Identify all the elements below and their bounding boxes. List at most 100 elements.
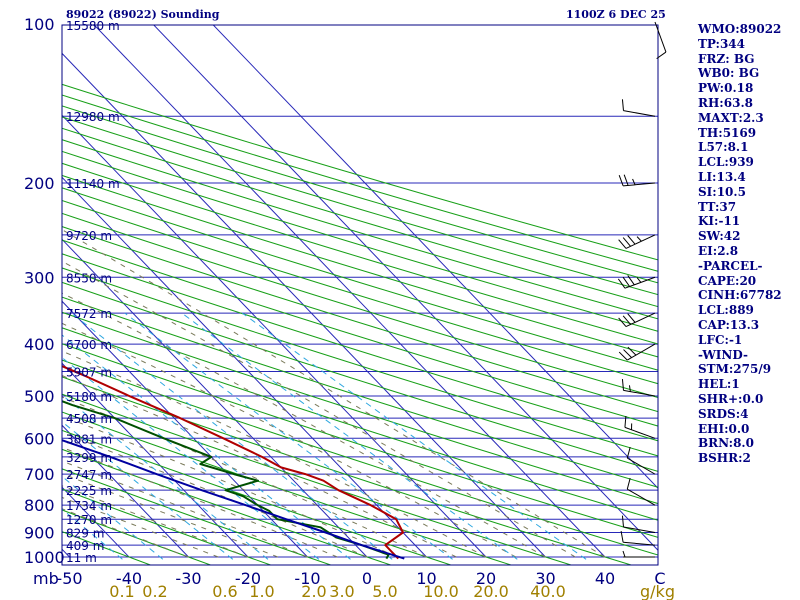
height-label: 9720 m	[66, 229, 112, 243]
wind-barb-flag	[621, 99, 624, 111]
dry-adiabat-line	[62, 429, 451, 565]
isotherm-line	[62, 114, 487, 558]
wind-barb-flag	[618, 317, 627, 327]
index-item: EHI:0.0	[698, 421, 750, 436]
dry-adiabat-line	[62, 127, 658, 308]
dry-adiabat-line	[62, 376, 632, 565]
pressure-tick-label: 800	[24, 496, 55, 515]
wind-barb	[617, 275, 656, 289]
wind-barb-flag	[622, 237, 631, 247]
height-label: 2747 m	[66, 468, 112, 482]
wind-barb-staff	[627, 343, 656, 361]
wind-barb-half-flag	[636, 277, 642, 283]
wind-barb	[621, 378, 656, 397]
temperature-tick-label: 0	[362, 569, 372, 588]
height-label: 6700 m	[66, 338, 112, 352]
temperature-tick-label: -20	[235, 569, 261, 588]
wind-barb-flag	[627, 346, 637, 356]
wind-barb	[618, 312, 656, 328]
index-item: TT:37	[698, 199, 737, 214]
wind-barb-staff	[623, 389, 656, 397]
plot-area	[62, 25, 658, 565]
dry-adiabat-line	[62, 393, 572, 565]
temperature-tick-label: 20	[476, 569, 496, 588]
index-item: SI:10.5	[698, 184, 746, 199]
dry-adiabat-line	[62, 105, 658, 284]
index-item: -WIND-	[698, 347, 748, 362]
mixing-ratio-tick-label: 0.1	[109, 582, 134, 600]
index-item: BSHR:2	[698, 451, 751, 466]
mixing-ratio-line	[62, 334, 351, 560]
temperature-tick-label: -50	[56, 569, 82, 588]
wind-barb	[620, 530, 656, 546]
mixing-ratio-unit-label: g/kg	[640, 582, 675, 600]
temperature-tick-label: -40	[116, 569, 142, 588]
mixing-ratio-line	[124, 312, 453, 560]
pressure-tick-label: 700	[24, 465, 55, 484]
height-label: 3881 m	[66, 432, 112, 446]
wind-barb-flag	[620, 530, 624, 543]
dry-adiabat-line	[62, 226, 658, 413]
wind-barb-flag	[626, 446, 631, 459]
temperature-tick-label: 40	[595, 569, 615, 588]
mixing-ratio-line	[70, 312, 393, 560]
wind-barb-flag	[618, 239, 627, 249]
wind-barb-flag	[627, 313, 636, 323]
index-item: TH:5169	[698, 125, 757, 140]
dry-adiabat-line	[62, 468, 331, 565]
moist-adiabat-line	[62, 473, 278, 558]
pressure-unit-label: mb	[33, 569, 59, 588]
wind-barb-staff	[654, 21, 667, 53]
mixing-ratio-tick-label: 20.0	[473, 582, 509, 600]
isotherm-line	[62, 362, 249, 558]
plot-border	[61, 24, 659, 566]
dry-adiabat-line	[62, 296, 658, 488]
index-item: WB0: BG	[698, 66, 760, 81]
height-label: 409 m	[66, 539, 104, 553]
dry-adiabat-line	[62, 343, 658, 538]
wind-barb-flag	[622, 276, 631, 287]
wind-barb-staff	[627, 457, 656, 475]
index-item: LI:13.4	[698, 169, 746, 184]
chart-datetime: 1100Z 6 DEC 25	[566, 8, 666, 21]
wind-barb-staff	[623, 541, 656, 546]
mixing-ratio-line	[62, 421, 234, 560]
index-item: TP:344	[698, 36, 746, 51]
index-item: CAP:13.3	[698, 317, 760, 332]
index-item: LCL:889	[698, 303, 754, 318]
index-item: LFC:-1	[698, 332, 743, 347]
pressure-tick-label: 500	[24, 387, 55, 406]
isotherm-line	[62, 300, 308, 558]
dewpoint-profile-line	[62, 400, 390, 560]
index-item: PW:0.18	[698, 81, 754, 96]
index-item: CAPE:20	[698, 273, 757, 288]
height-label: 5907 m	[66, 365, 112, 379]
wind-barb-flag	[627, 235, 636, 245]
pressure-tick-label: 400	[24, 335, 55, 354]
wind-barb-half-flag	[622, 550, 626, 558]
dry-adiabat-line	[62, 239, 658, 427]
wind-barb-staff	[624, 276, 656, 289]
dry-adiabat-line	[62, 162, 658, 345]
dry-adiabat-line	[62, 253, 658, 442]
height-label: 5180 m	[66, 390, 112, 404]
mixing-ratio-line	[62, 394, 269, 560]
wind-barb	[618, 234, 656, 249]
pressure-tick-label: 300	[24, 268, 55, 287]
index-item: BRN:8.0	[698, 436, 754, 451]
dry-adiabat-line	[62, 150, 658, 332]
dry-adiabat-line	[62, 327, 658, 521]
index-item: RH:63.8	[698, 95, 753, 110]
height-label: 2225 m	[66, 484, 112, 498]
wind-barb-flag	[617, 278, 626, 289]
wind-barb-flag	[618, 351, 628, 361]
height-label: 8550 m	[66, 271, 112, 285]
wind-barb-staff	[623, 182, 656, 187]
wind-barb	[618, 174, 656, 187]
mixing-ratio-tick-label: 1.0	[249, 582, 274, 600]
wind-barb-half-flag	[632, 178, 636, 185]
isotherm-line	[62, 52, 546, 558]
index-item: SHR+:0.0	[698, 391, 764, 406]
moist-adiabat-line	[62, 415, 398, 558]
